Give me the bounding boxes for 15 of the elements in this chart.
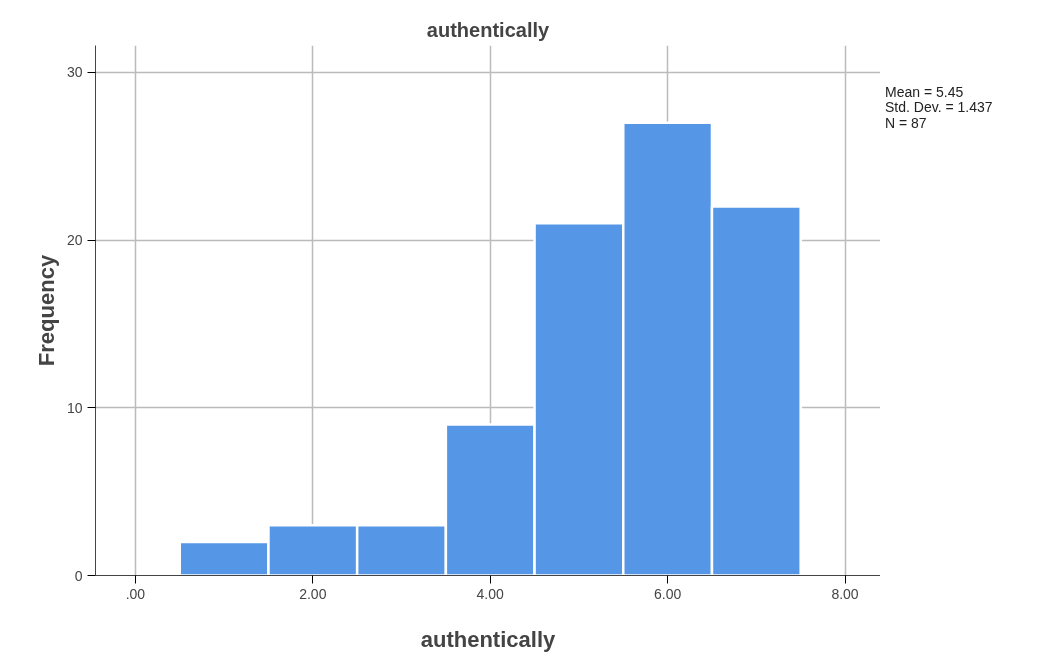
y-tick-label: 10 [66,399,83,416]
x-tick-label: 6.00 [653,585,682,602]
text: N = 87 [885,114,927,131]
x-tick-label: 4.00 [476,585,505,602]
x-tick-label: 2.00 [299,585,327,602]
text: Mean = 5.45 [885,84,964,100]
y-axis-title: Frequency [33,254,59,367]
chart-title: authentically [426,18,550,41]
y-tick-label: 20 [66,232,83,249]
y-tick-label: 30 [66,64,83,81]
text: Std. Dev. = 1.437 [885,99,993,116]
x-axis-title: authentically [420,626,557,652]
y-tick-label: 0 [74,567,83,584]
x-tick-label: 8.00 [831,585,859,602]
x-tick-label: .00 [125,585,146,602]
